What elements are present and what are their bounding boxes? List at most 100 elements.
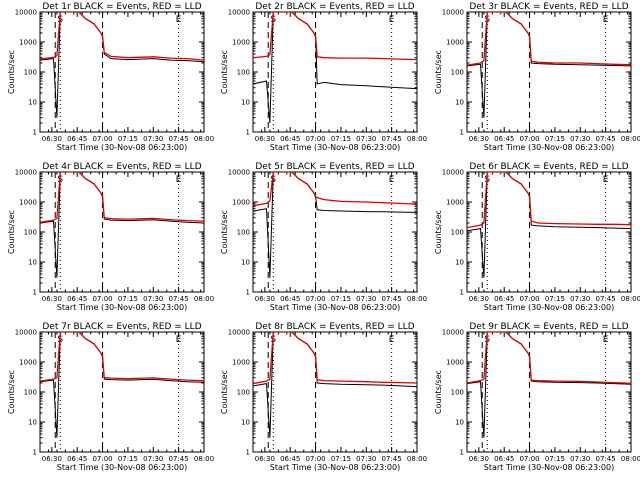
x-tick-label: 07:15 <box>331 135 351 143</box>
panel-frame <box>466 11 632 133</box>
y-tick-label: 1 <box>246 449 250 457</box>
series-line-events <box>253 172 417 278</box>
y-axis-label: Counts/sec <box>220 50 229 94</box>
series-line-lld <box>40 332 204 382</box>
y-tick-label: 100 <box>237 229 250 237</box>
y-tick-label: 1 <box>460 289 464 297</box>
x-tick-label: 06:45 <box>280 295 300 303</box>
x-tick-label: 06:45 <box>494 455 514 463</box>
end-marker: E <box>603 335 609 345</box>
panel-8: Det 8r BLACK = Events, RED = LLD 1 10 100 10… <box>220 322 427 472</box>
y-tick-label: 100 <box>237 389 250 397</box>
y-tick-label: 1 <box>33 449 37 457</box>
panel-frame <box>466 171 632 293</box>
panel-frame <box>39 11 205 133</box>
end-marker: E <box>603 175 609 185</box>
series-line-lld <box>253 332 417 385</box>
x-axis-label: Start Time (30-Nov-08 06:23:00) <box>57 303 187 312</box>
end-marker: E <box>176 15 182 25</box>
y-axis-label: Counts/sec <box>7 370 16 414</box>
x-tick-label: 07:15 <box>331 455 351 463</box>
x-axis-label: Start Time (30-Nov-08 06:23:00) <box>484 303 614 312</box>
x-tick-label: 07:45 <box>596 455 616 463</box>
y-tick-label: 1 <box>246 129 250 137</box>
x-tick-label: 08:00 <box>621 295 640 303</box>
panel-6: Det 6r BLACK = Events, RED = LLD 1 10 100 10… <box>434 162 640 312</box>
x-tick-label: 07:00 <box>305 455 325 463</box>
y-tick-label: 1 <box>460 129 464 137</box>
x-tick-label: 07:45 <box>382 295 402 303</box>
y-tick-label: 10 <box>28 419 37 427</box>
panel-7: Det 7r BLACK = Events, RED = LLD 1 10 100 10… <box>7 322 214 472</box>
end-marker: E <box>603 15 609 25</box>
x-tick-label: 06:30 <box>255 135 275 143</box>
series-line-events <box>253 12 417 124</box>
y-tick-label: 10000 <box>228 169 250 177</box>
y-tick-label: 10 <box>241 419 250 427</box>
x-tick-label: 06:30 <box>469 295 489 303</box>
y-tick-label: 1 <box>246 289 250 297</box>
y-tick-label: 100 <box>451 69 464 77</box>
y-axis-label: Counts/sec <box>7 210 16 254</box>
y-tick-label: 10 <box>28 99 37 107</box>
y-axis-label: Counts/sec <box>434 50 443 94</box>
x-tick-label: 07:15 <box>331 295 351 303</box>
x-tick-label: 06:45 <box>67 135 87 143</box>
series-line-lld <box>40 172 204 223</box>
x-axis-label: Start Time (30-Nov-08 06:23:00) <box>270 463 400 472</box>
x-tick-label: 08:00 <box>194 455 214 463</box>
x-tick-label: 07:15 <box>545 295 565 303</box>
x-tick-label: 07:45 <box>382 135 402 143</box>
series-line-events <box>467 12 631 118</box>
panel-title: Det 6r BLACK = Events, RED = LLD <box>469 162 628 172</box>
y-tick-label: 10000 <box>442 9 464 17</box>
x-tick-label: 07:00 <box>92 455 112 463</box>
series-line-events <box>40 172 204 278</box>
x-tick-label: 07:45 <box>169 455 189 463</box>
y-tick-label: 1 <box>460 449 464 457</box>
y-tick-label: 1000 <box>19 199 37 207</box>
series-line-events <box>40 332 204 438</box>
y-tick-label: 1 <box>33 129 37 137</box>
x-tick-label: 08:00 <box>407 455 427 463</box>
y-tick-label: 100 <box>451 229 464 237</box>
panel-title: Det 5r BLACK = Events, RED = LLD <box>255 162 414 172</box>
x-tick-label: 07:30 <box>356 455 376 463</box>
series-line-lld <box>253 12 417 61</box>
panel-4: Det 4r BLACK = Events, RED = LLD 1 10 100 10… <box>7 162 214 312</box>
panel-1: Det 1r BLACK = Events, RED = LLD 1 10 100 10… <box>7 2 214 152</box>
y-tick-label: 1000 <box>232 39 250 47</box>
panel-frame <box>466 331 632 453</box>
panel-title: Det 7r BLACK = Events, RED = LLD <box>42 322 201 332</box>
series-line-lld <box>40 12 204 61</box>
x-tick-label: 06:45 <box>280 135 300 143</box>
y-axis-label: Counts/sec <box>220 370 229 414</box>
x-tick-label: 06:30 <box>42 455 62 463</box>
x-tick-label: 06:30 <box>469 455 489 463</box>
x-tick-label: 07:30 <box>356 135 376 143</box>
panel-frame <box>252 171 418 293</box>
x-tick-label: 06:45 <box>67 455 87 463</box>
y-tick-label: 10 <box>241 99 250 107</box>
x-tick-label: 07:30 <box>570 295 590 303</box>
x-tick-label: 07:00 <box>519 135 539 143</box>
end-marker: E <box>176 335 182 345</box>
y-tick-label: 100 <box>24 389 37 397</box>
series-line-events <box>467 332 631 438</box>
x-tick-label: 06:45 <box>280 455 300 463</box>
x-tick-label: 07:30 <box>143 455 163 463</box>
y-tick-label: 1000 <box>19 359 37 367</box>
y-tick-label: 10000 <box>442 329 464 337</box>
series-line-lld <box>467 332 631 384</box>
panel-title: Det 3r BLACK = Events, RED = LLD <box>469 2 628 12</box>
x-tick-label: 07:45 <box>169 295 189 303</box>
panel-frame <box>39 171 205 293</box>
y-axis-label: Counts/sec <box>434 210 443 254</box>
x-tick-label: 08:00 <box>194 295 214 303</box>
y-tick-label: 10 <box>241 259 250 267</box>
end-marker: E <box>389 175 395 185</box>
x-tick-label: 07:45 <box>382 455 402 463</box>
x-tick-label: 06:45 <box>67 295 87 303</box>
x-tick-label: 07:00 <box>92 135 112 143</box>
